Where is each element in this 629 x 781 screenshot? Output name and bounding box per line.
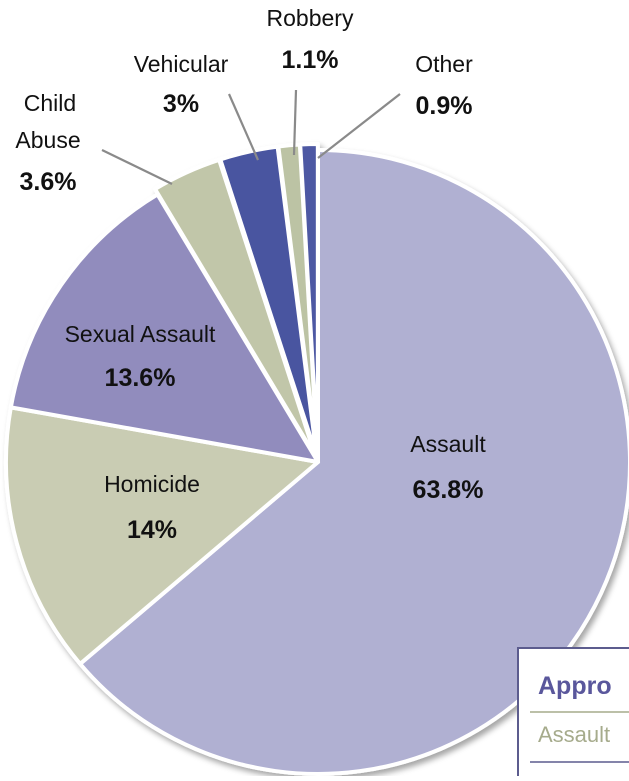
- pie-slices: [4, 142, 629, 776]
- slice-label-sexual-assault: Sexual Assault: [65, 321, 216, 347]
- leader-line-other: [317, 93, 401, 159]
- slice-label-robbery: Robbery: [267, 5, 354, 31]
- legend-item-assault: Assault: [538, 722, 610, 747]
- slice-label-vehicular: Vehicular: [134, 51, 229, 77]
- leader-lines: [101, 89, 401, 185]
- slice-value-robbery: 1.1%: [282, 46, 339, 74]
- legend-title: Appro: [538, 672, 612, 700]
- leader-line-child-abuse: [101, 149, 173, 185]
- slice-value-homicide: 14%: [127, 516, 177, 544]
- slice-value-sexual-assault: 13.6%: [105, 364, 176, 392]
- pie-slice-homicide: [4, 405, 320, 666]
- pie-slice-assault: [78, 148, 629, 776]
- slice-label-assault: Assault: [410, 431, 486, 457]
- slice-label-homicide: Homicide: [104, 471, 200, 497]
- slice-labels: Assault 63.8% Homicide 14% Sexual Assault 13.…: [15, 5, 486, 544]
- slice-value-assault: 63.8%: [413, 476, 484, 504]
- pie-slice-other: [298, 142, 320, 459]
- legend-box: [517, 647, 629, 781]
- slice-label-child-abuse-line2: Abuse: [15, 127, 80, 153]
- slice-value-other: 0.9%: [416, 92, 473, 120]
- leader-line-vehicular: [227, 93, 260, 161]
- slice-label-other: Other: [415, 51, 473, 77]
- slice-label-child-abuse-line1: Child: [24, 90, 76, 116]
- leader-line-robbery: [292, 89, 298, 156]
- slice-value-child-abuse: 3.6%: [20, 168, 77, 196]
- legend: Appro Assault: [517, 647, 629, 781]
- pie-slice-sexual-assault: [8, 192, 320, 464]
- slice-value-vehicular: 3%: [163, 90, 199, 118]
